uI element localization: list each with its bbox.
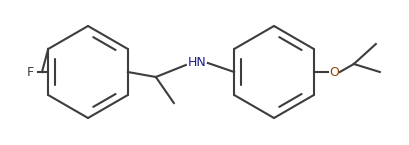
Text: F: F — [27, 66, 34, 78]
Text: HN: HN — [188, 57, 207, 69]
Text: O: O — [329, 66, 339, 78]
